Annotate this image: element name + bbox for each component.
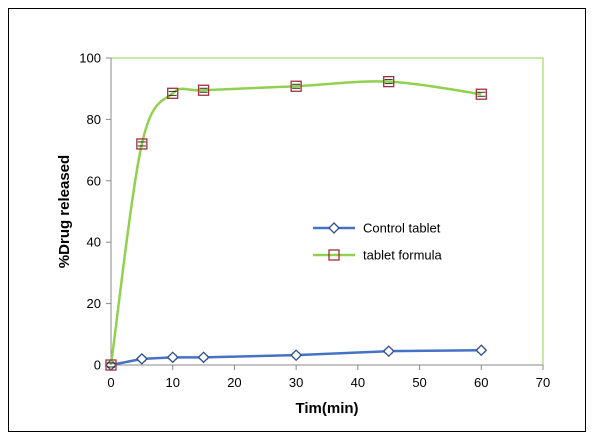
x-axis-title: Tim(min) [295, 400, 358, 417]
series-line [109, 80, 482, 366]
data-point [135, 352, 148, 365]
y-tick-label: 40 [87, 235, 101, 250]
data-point [105, 359, 117, 371]
axes: 0 20 40 60 80 100 0 10 20 30 40 50 60 70 [79, 51, 550, 391]
y-tick-label: 60 [87, 173, 101, 188]
chart-frame [8, 8, 586, 432]
series-layer [105, 75, 488, 371]
x-tick-label: 30 [289, 375, 303, 390]
legend-marker [328, 222, 340, 234]
legend-label: Control tablet [363, 221, 441, 236]
y-tick-label: 0 [94, 358, 101, 373]
x-tick-label: 20 [227, 375, 241, 390]
series-1 [105, 75, 487, 371]
data-point [167, 87, 179, 99]
data-point [197, 351, 210, 364]
x-tick-label: 40 [351, 375, 365, 390]
data-point [136, 138, 148, 150]
data-point [290, 80, 302, 92]
legend: Control tablet tablet formula [313, 221, 443, 263]
x-tick-label: 60 [474, 375, 488, 390]
x-tick-label: 50 [412, 375, 426, 390]
data-point [475, 88, 487, 100]
y-tick-label: 20 [87, 296, 101, 311]
data-point [382, 345, 395, 358]
data-point [475, 344, 488, 357]
x-tick-label: 70 [536, 375, 550, 390]
y-axis-title: %Drug released [56, 155, 73, 268]
x-tick-label: 10 [165, 375, 179, 390]
legend-marker [328, 249, 340, 261]
y-tick-label: 80 [87, 112, 101, 127]
legend-label: tablet formula [363, 248, 443, 263]
y-tick-label: 100 [79, 51, 101, 66]
plot-area-border [110, 57, 544, 366]
data-point [166, 351, 179, 364]
data-point [197, 84, 210, 96]
data-point [383, 75, 395, 88]
x-tick-label: 0 [107, 375, 114, 390]
data-point [290, 349, 303, 362]
